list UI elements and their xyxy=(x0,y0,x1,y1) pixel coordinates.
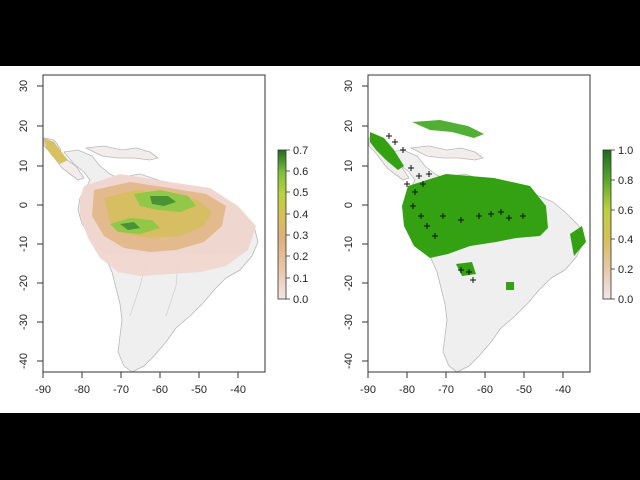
left-legend-tick: 0.7 xyxy=(293,145,308,157)
left-xtick: -50 xyxy=(191,384,207,396)
right-presence-surface xyxy=(370,120,586,290)
left-x-axis xyxy=(42,371,265,378)
right-y-tick-labels: 30 20 10 0 -10 -20 -30 -40 xyxy=(343,80,355,369)
left-ytick: 30 xyxy=(18,80,30,92)
left-ytick: -20 xyxy=(18,275,30,291)
left-legend-tick: 0.2 xyxy=(293,251,308,263)
left-ytick: 10 xyxy=(18,160,30,172)
left-legend-tick: 0.1 xyxy=(293,273,308,285)
occurrence-points-cluster-central xyxy=(432,209,526,239)
left-ytick: -10 xyxy=(18,236,30,252)
left-suitability-surface xyxy=(44,138,256,276)
right-xtick: -90 xyxy=(360,384,376,396)
figure-svg: -90 -80 -70 -60 -50 -40 30 20 10 0 -10 -… xyxy=(18,74,633,396)
right-legend-tick: 1.0 xyxy=(618,145,633,157)
right-legend-colorbar xyxy=(602,149,612,300)
left-ytick: 0 xyxy=(18,202,30,208)
left-xtick: -70 xyxy=(113,384,129,396)
right-ytick: -20 xyxy=(343,275,355,291)
left-legend: 0.7 0.6 0.5 0.4 0.3 0.2 0.1 0.0 xyxy=(277,145,308,306)
left-legend-tick: 0.3 xyxy=(293,230,308,242)
right-xtick: -60 xyxy=(477,384,493,396)
left-ytick: 20 xyxy=(18,120,30,132)
presence-camerica xyxy=(370,132,404,170)
left-xtick: -60 xyxy=(152,384,168,396)
right-legend-tick: 0.6 xyxy=(618,205,633,217)
right-legend-tick: 0.4 xyxy=(618,234,633,246)
left-map-panel: -90 -80 -70 -60 -50 -40 30 20 10 0 -10 -… xyxy=(18,74,308,396)
left-legend-tick: 0.6 xyxy=(293,166,308,178)
occurrence-points-cluster-nw xyxy=(386,133,432,229)
occurrence-points-cluster-south xyxy=(458,267,476,283)
right-xtick: -80 xyxy=(399,384,415,396)
right-ytick: -30 xyxy=(343,314,355,330)
left-y-tick-labels: 30 20 10 0 -10 -20 -30 -40 xyxy=(18,80,30,369)
right-x-axis xyxy=(367,371,590,378)
left-xtick: -90 xyxy=(35,384,51,396)
right-ytick: -40 xyxy=(343,353,355,369)
right-ytick: 10 xyxy=(343,160,355,172)
right-ytick: 30 xyxy=(343,80,355,92)
left-ytick: -30 xyxy=(18,314,30,330)
left-x-tick-labels: -90 -80 -70 -60 -50 -40 xyxy=(35,384,246,396)
left-legend-colorbar xyxy=(277,149,287,300)
right-ytick: -10 xyxy=(343,236,355,252)
left-legend-tick: 0.5 xyxy=(293,187,308,199)
right-xtick: -40 xyxy=(555,384,571,396)
presence-main xyxy=(402,174,548,258)
suitability-camerica xyxy=(44,138,68,164)
suitability-peak-2 xyxy=(120,222,140,230)
right-legend: 1.0 0.8 0.6 0.4 0.2 0.0 xyxy=(602,145,633,306)
right-legend-tick: 0.2 xyxy=(618,264,633,276)
left-ytick: -40 xyxy=(18,353,30,369)
presence-southeast-patch xyxy=(506,282,514,290)
right-ytick: 0 xyxy=(343,202,355,208)
right-occurrence-points xyxy=(386,133,526,283)
presence-east-coast xyxy=(570,226,586,256)
left-y-axis xyxy=(37,75,44,372)
right-xtick: -50 xyxy=(516,384,532,396)
right-xtick: -70 xyxy=(438,384,454,396)
right-ytick: 20 xyxy=(343,120,355,132)
left-legend-tick: 0.4 xyxy=(293,209,308,221)
suitability-peak xyxy=(150,196,176,206)
right-legend-tick: 0.0 xyxy=(618,294,633,306)
right-map-panel: -90 -80 -70 -60 -50 -40 30 20 10 0 -10 -… xyxy=(343,74,633,396)
left-xtick: -80 xyxy=(74,384,90,396)
left-xtick: -40 xyxy=(230,384,246,396)
presence-caribbean xyxy=(412,120,484,138)
right-y-axis xyxy=(362,75,369,372)
right-x-tick-labels: -90 -80 -70 -60 -50 -40 xyxy=(360,384,571,396)
figure-frame: -90 -80 -70 -60 -50 -40 30 20 10 0 -10 -… xyxy=(0,66,640,413)
left-legend-tick: 0.0 xyxy=(293,294,308,306)
right-legend-tick: 0.8 xyxy=(618,175,633,187)
